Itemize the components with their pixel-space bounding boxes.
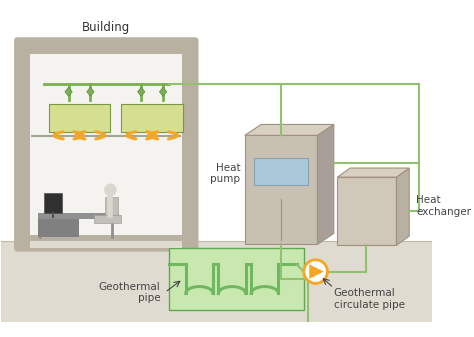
- Bar: [1, 241, 432, 321]
- Circle shape: [304, 260, 328, 283]
- Polygon shape: [87, 87, 94, 96]
- Bar: [169, 248, 304, 310]
- Circle shape: [104, 183, 117, 196]
- Bar: [245, 135, 318, 244]
- Polygon shape: [65, 87, 72, 96]
- Polygon shape: [318, 124, 334, 244]
- Polygon shape: [396, 168, 409, 245]
- Polygon shape: [159, 87, 167, 96]
- Bar: [30, 241, 182, 248]
- Polygon shape: [245, 124, 334, 135]
- Bar: [105, 197, 118, 215]
- Bar: [38, 213, 119, 219]
- Polygon shape: [137, 87, 145, 96]
- Text: Heat
exchanger: Heat exchanger: [417, 195, 472, 217]
- Bar: [49, 104, 110, 132]
- Polygon shape: [309, 264, 324, 279]
- Bar: [38, 219, 79, 237]
- Polygon shape: [337, 168, 409, 177]
- Bar: [254, 158, 309, 185]
- Bar: [337, 177, 396, 245]
- Text: Geothermal
pipe: Geothermal pipe: [99, 282, 160, 303]
- Text: Building: Building: [82, 21, 130, 34]
- Text: Heat
pump: Heat pump: [210, 162, 240, 184]
- Bar: [44, 192, 62, 213]
- Bar: [121, 104, 183, 132]
- FancyBboxPatch shape: [14, 37, 199, 252]
- Bar: [94, 215, 121, 222]
- Bar: [30, 54, 182, 235]
- Text: Geothermal
circulate pipe: Geothermal circulate pipe: [334, 288, 405, 309]
